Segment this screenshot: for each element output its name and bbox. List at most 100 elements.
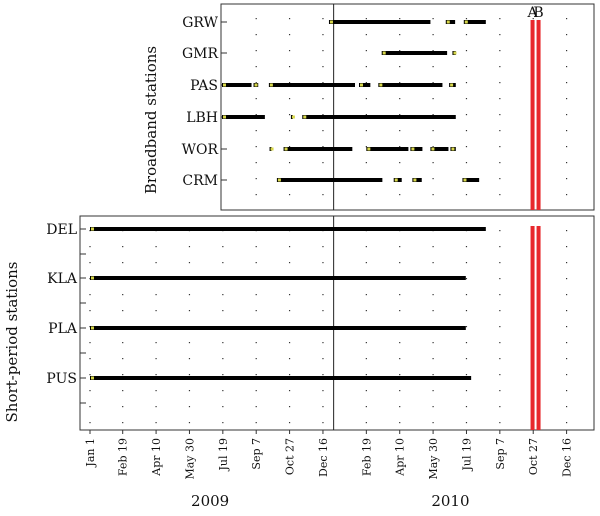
segment-highlight (446, 20, 450, 24)
segment-highlight (254, 83, 258, 87)
grid-dot (565, 326, 568, 328)
station-label-del: DEL (46, 222, 77, 238)
grid-dot (432, 114, 434, 116)
grid-dot (499, 162, 501, 164)
grid-dot (499, 326, 501, 328)
grid-dot (399, 310, 401, 312)
grid-dot (188, 390, 191, 392)
grid-dot (122, 358, 124, 360)
grid-dot (188, 294, 191, 296)
grid-dot (122, 422, 124, 424)
grid-dot (565, 262, 568, 264)
station-label-lbh: LBH (186, 110, 218, 126)
grid-dot (365, 34, 367, 36)
grid-dot (255, 50, 257, 52)
segment-wor (410, 147, 423, 151)
top-panel-frame (220, 3, 595, 211)
station-label-pla: PLA (48, 321, 78, 337)
segment-highlight (223, 115, 226, 119)
segment-highlight (329, 20, 333, 24)
grid-dot (465, 278, 468, 280)
grid-dot (432, 98, 434, 100)
grid-dot (288, 82, 291, 84)
grid-dot (288, 262, 291, 264)
grid-dot (155, 390, 157, 392)
grid-dot (465, 406, 468, 408)
grid-dot (399, 146, 401, 148)
grid-dot (322, 66, 324, 68)
grid-dot (565, 194, 568, 196)
grid-dot (499, 230, 501, 232)
grid-dot (365, 82, 367, 84)
grid-dot (465, 246, 468, 248)
grid-dot (222, 358, 224, 360)
x-tick-label: Dec 16 (561, 438, 574, 477)
segment-lbh (302, 115, 456, 119)
grid-dot (399, 294, 401, 296)
grid-dot (399, 246, 401, 248)
grid-dot (565, 114, 568, 116)
grid-dot (288, 406, 291, 408)
grid-dot (255, 294, 257, 296)
grid-dot (565, 130, 568, 132)
grid-dot (465, 262, 468, 264)
grid-dot (89, 294, 91, 296)
segment-highlight (269, 83, 273, 87)
grid-dot (89, 422, 91, 424)
grid-dot (465, 310, 468, 312)
grid-dot (255, 194, 257, 196)
grid-dot (432, 50, 434, 52)
grid-dot (399, 162, 401, 164)
segment-kla (90, 276, 466, 280)
grid-dot (188, 374, 191, 376)
grid-dot (499, 278, 501, 280)
segment-highlight (379, 83, 383, 87)
grid-dot (499, 294, 501, 296)
grid-dot (255, 34, 257, 36)
segment-highlight (413, 178, 417, 182)
segment-highlight (277, 178, 281, 182)
grid-dot (432, 374, 434, 376)
station-label-gmr: GMR (182, 46, 219, 62)
grid-dot (89, 262, 91, 264)
grid-dot (565, 406, 568, 408)
grid-dot (399, 66, 401, 68)
grid-dot (288, 294, 291, 296)
grid-dot (365, 406, 367, 408)
grid-dot (255, 114, 257, 116)
segment-lbh (222, 115, 265, 119)
grid-dot (465, 194, 468, 196)
grid-dot (255, 178, 257, 180)
grid-dot (432, 130, 434, 132)
event-label-b: B (533, 5, 543, 21)
grid-dot (222, 246, 224, 248)
x-tick-label: May 30 (427, 438, 440, 480)
station-label-grw: GRW (182, 15, 218, 31)
grid-dot (465, 66, 468, 68)
grid-dot (365, 98, 367, 100)
year-label-2010: 2010 (431, 492, 469, 510)
station-label-kla: KLA (47, 271, 78, 287)
grid-dot (465, 342, 468, 344)
event-line-top-b (536, 20, 541, 210)
grid-dot (288, 194, 291, 196)
grid-dot (565, 18, 568, 20)
grid-dot (399, 262, 401, 264)
grid-dot (432, 18, 434, 20)
grid-dot (499, 390, 501, 392)
segment-highlight (431, 147, 435, 151)
x-axis: Jan 1 Feb 19 Apr 10 May 30 Jul 19 Sep 7 Oct 27… (84, 430, 574, 510)
grid-dot (565, 98, 568, 100)
grid-dot (188, 262, 191, 264)
grid-dot (432, 422, 434, 424)
grid-dot (255, 310, 257, 312)
segment-highlight (451, 147, 455, 151)
grid-dot (399, 390, 401, 392)
grid-dot (365, 162, 367, 164)
segment-highlight (91, 326, 94, 330)
grid-dot (288, 34, 291, 36)
station-label-pus: PUS (46, 371, 77, 387)
segment-grw (328, 20, 431, 24)
grid-dot (432, 262, 434, 264)
grid-dot (565, 374, 568, 376)
